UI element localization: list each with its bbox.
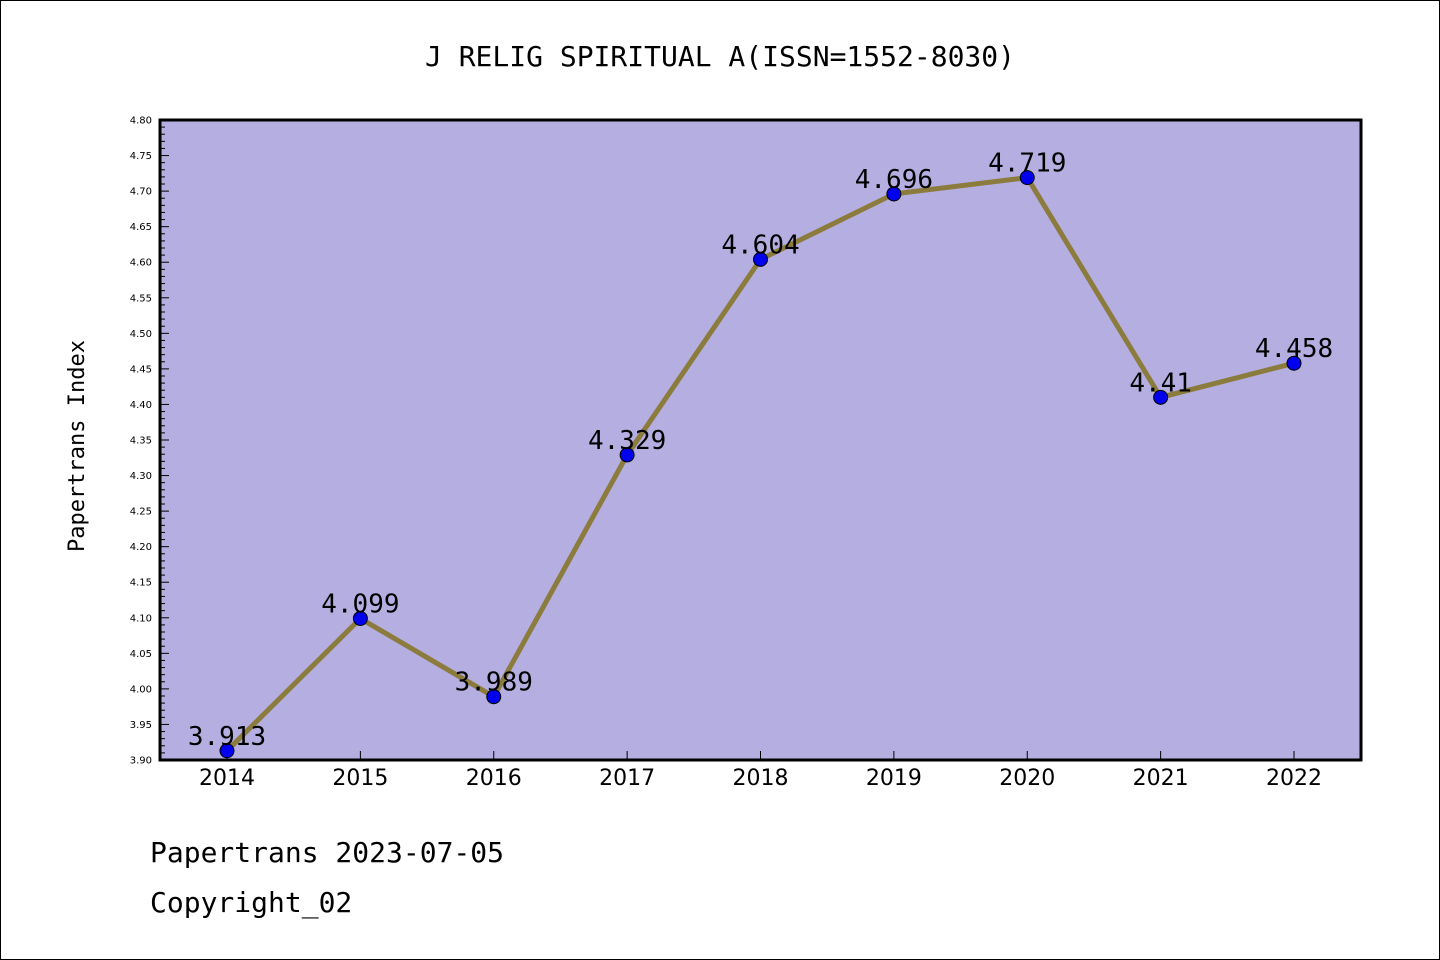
y-tick-label: 4.70	[130, 187, 152, 198]
x-tick-label: 2019	[866, 766, 922, 791]
plot-area	[160, 120, 1361, 760]
data-label: 4.458	[1255, 334, 1333, 364]
y-tick-label: 4.80	[130, 116, 152, 127]
x-tick-label: 2022	[1266, 766, 1322, 791]
x-tick-label: 2018	[733, 766, 789, 791]
data-label: 4.696	[855, 165, 933, 195]
y-tick-label: 4.40	[130, 400, 152, 411]
data-point	[753, 251, 768, 267]
y-axis-label: Papertrans Index	[65, 340, 90, 552]
data-points	[219, 170, 1302, 759]
x-axis-ticks: 2014 2015 2016 2017 2018 2019 2020 2021 2022	[199, 751, 1322, 791]
y-tick-label: 4.30	[130, 471, 152, 482]
y-tick-label: 4.60	[130, 258, 152, 269]
data-label: 4.329	[588, 426, 666, 456]
y-tick-label: 4.75	[130, 151, 152, 162]
y-tick-label: 4.55	[130, 293, 152, 304]
y-tick-label: 4.65	[130, 222, 152, 233]
x-tick-label: 2015	[332, 766, 388, 791]
data-label: 3.989	[455, 668, 533, 698]
data-label: 3.913	[188, 722, 266, 752]
y-tick-label: 4.15	[130, 578, 152, 589]
y-tick-label: 4.50	[130, 329, 152, 340]
data-label: 4.604	[721, 230, 799, 260]
x-tick-label: 2016	[466, 766, 522, 791]
y-tick-label: 4.10	[130, 613, 152, 624]
chart-title: J RELIG SPIRITUAL A(ISSN=1552-8030)	[425, 40, 1015, 73]
footer-copyright: Copyright_02	[150, 886, 353, 919]
data-point	[486, 689, 502, 705]
y-tick-label: 4.05	[130, 649, 152, 660]
data-point	[1286, 355, 1302, 371]
footer-date-line: Papertrans 2023-07-05	[150, 836, 505, 869]
y-tick-label: 3.90	[130, 756, 152, 767]
x-tick-label: 2017	[599, 766, 655, 791]
x-tick-label: 2014	[199, 766, 255, 791]
data-label: 4.099	[321, 589, 399, 619]
x-tick-label: 2020	[999, 766, 1055, 791]
data-point	[619, 447, 635, 463]
y-tick-label: 3.95	[130, 720, 152, 731]
y-tick-label: 4.35	[130, 436, 152, 447]
y-tick-label: 4.20	[130, 542, 152, 553]
data-labels: 3.913 4.099 3.989 4.329 4.604 4.696 4.719 4.41 4…	[188, 149, 1333, 752]
data-point	[1019, 170, 1035, 186]
data-point	[352, 610, 368, 626]
data-label: 4.41	[1129, 368, 1192, 398]
x-tick-label: 2021	[1133, 766, 1189, 791]
y-tick-label: 4.00	[130, 684, 152, 695]
data-point	[886, 186, 902, 202]
data-point	[219, 743, 235, 759]
data-point	[1153, 389, 1169, 405]
y-tick-label: 4.45	[130, 364, 152, 375]
y-tick-label: 4.25	[130, 507, 152, 518]
plot-border	[158, 118, 1363, 762]
data-label: 4.719	[988, 149, 1066, 179]
